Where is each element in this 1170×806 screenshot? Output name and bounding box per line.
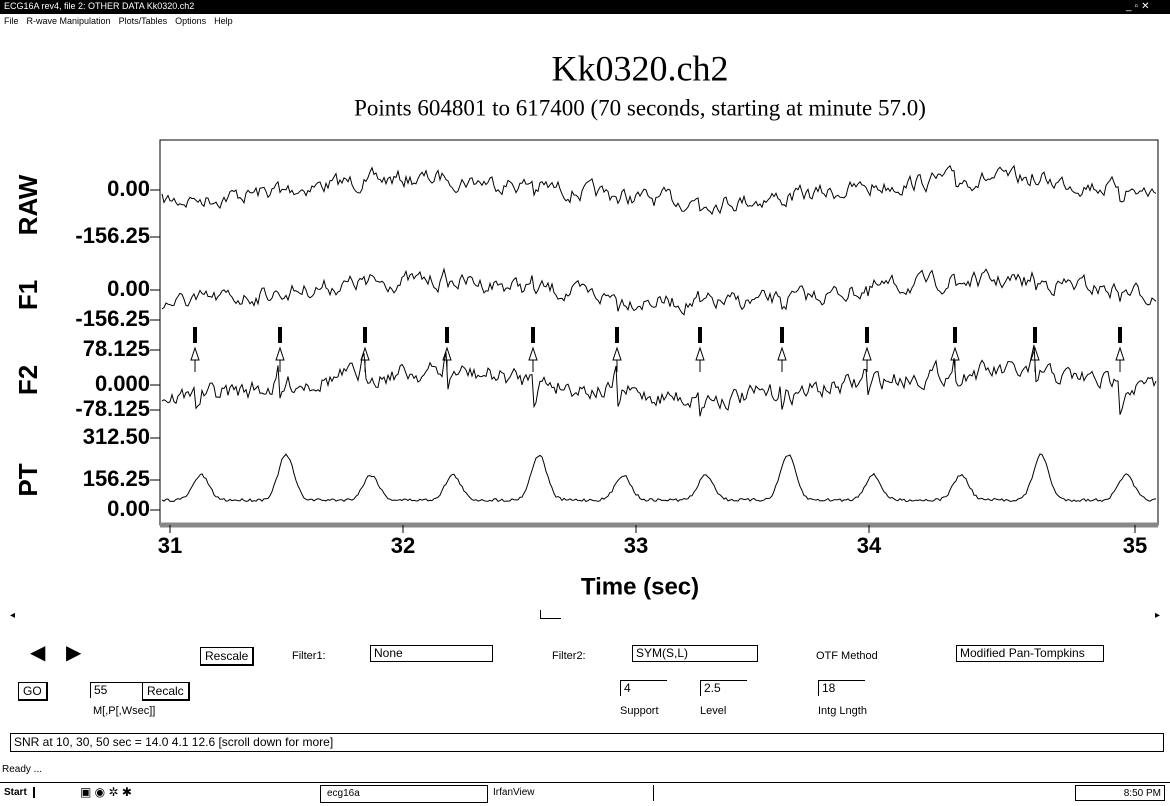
r-wave-arrow bbox=[190, 346, 200, 372]
filter1-select[interactable]: None bbox=[370, 645, 493, 662]
y-tick-label: 78.125 bbox=[83, 336, 150, 361]
r-wave-bar bbox=[531, 327, 535, 343]
window-title: ECG16A rev4, file 2: OTHER DATA Kk0320.c… bbox=[4, 1, 195, 11]
level-label: Level bbox=[700, 705, 727, 717]
r-wave-arrow bbox=[695, 346, 705, 372]
menu-bar: File R-wave Manipulation Plots/Tables Optio… bbox=[4, 16, 241, 26]
r-wave-arrow bbox=[862, 346, 872, 372]
m-label: M[,P[,Wsec]] bbox=[93, 705, 156, 717]
plot-frame bbox=[159, 139, 1159, 526]
pt-trace bbox=[161, 453, 1157, 503]
menu-item[interactable]: Plots/Tables bbox=[118, 16, 168, 26]
menu-item[interactable]: File bbox=[4, 16, 19, 26]
x-axis-label: Time (sec) bbox=[581, 573, 699, 600]
x-tick-label: 35 bbox=[1123, 533, 1147, 558]
y-tick-label: -78.125 bbox=[75, 396, 150, 421]
otf-select[interactable]: Modified Pan-Tompkins bbox=[956, 645, 1104, 662]
plot: Kk0320.ch2 Points 604801 to 617400 (70 s… bbox=[13, 48, 1159, 600]
menu-item[interactable]: Help bbox=[214, 16, 233, 26]
r-wave-bar bbox=[780, 327, 784, 343]
r-wave-arrow bbox=[528, 346, 538, 372]
y-tick-label: 0.000 bbox=[95, 371, 150, 396]
filter1-label: Filter1: bbox=[292, 650, 326, 662]
scroll-thumb[interactable] bbox=[540, 610, 561, 619]
quick-launch[interactable]: ▣ ◉ ✲ ✱ bbox=[80, 785, 132, 799]
plot-subtitle: Points 604801 to 617400 (70 seconds, sta… bbox=[354, 95, 926, 120]
x-tick-label: 33 bbox=[624, 533, 648, 558]
r-wave-arrow bbox=[950, 346, 960, 372]
support-input[interactable]: 4 bbox=[620, 680, 667, 696]
raw-trace bbox=[161, 164, 1157, 216]
r-wave-bar bbox=[698, 327, 702, 343]
status-text: Ready ... bbox=[2, 764, 43, 775]
scroll-left[interactable]: ◂ bbox=[10, 610, 16, 621]
y-tick-label: -156.25 bbox=[75, 223, 150, 248]
intg-label: Intg Lngth bbox=[818, 705, 867, 717]
clock: 8:50 PM bbox=[1075, 785, 1165, 801]
r-wave-bar bbox=[1118, 327, 1122, 343]
rescale-button[interactable]: Rescale bbox=[200, 647, 255, 666]
y-tick-label: 0.00 bbox=[107, 176, 150, 201]
y-tick-label: 312.50 bbox=[83, 424, 150, 449]
r-wave-arrow bbox=[442, 346, 452, 372]
f1-trace bbox=[161, 267, 1157, 316]
title-bar bbox=[0, 0, 1170, 14]
next-button[interactable]: ▶ bbox=[66, 642, 82, 664]
y-tick-label: 0.00 bbox=[107, 496, 150, 521]
y-tick-label: 0.00 bbox=[107, 276, 150, 301]
f2-trace bbox=[161, 344, 1157, 417]
r-wave-bar bbox=[193, 327, 197, 343]
snr-box: SNR at 10, 30, 50 sec = 14.0 4.1 12.6 [s… bbox=[10, 733, 1164, 752]
channel-name: F1 bbox=[13, 280, 43, 310]
m-input[interactable]: 55 bbox=[90, 682, 142, 698]
channel-name: PT bbox=[13, 463, 43, 496]
prev-button[interactable]: ◀ bbox=[30, 642, 46, 664]
task-irfanview[interactable]: IrfanView bbox=[487, 785, 654, 801]
task-ecg16a[interactable]: ecg16a bbox=[320, 785, 488, 803]
menu-item[interactable]: R-wave Manipulation bbox=[26, 16, 111, 26]
r-wave-bar bbox=[1033, 327, 1037, 343]
r-wave-arrow bbox=[777, 346, 787, 372]
filter2-select[interactable]: SYM(S,L) bbox=[632, 645, 758, 662]
menu-item[interactable]: Options bbox=[175, 16, 207, 26]
start-button[interactable]: Start bbox=[4, 787, 35, 798]
plot-title: Kk0320.ch2 bbox=[552, 48, 729, 88]
recalc-button[interactable]: Recalc bbox=[142, 682, 190, 701]
otf-label: OTF Method bbox=[816, 650, 878, 662]
window-buttons[interactable]: _▫✕ bbox=[1126, 1, 1153, 12]
x-tick-label: 31 bbox=[158, 533, 182, 558]
r-wave-arrow bbox=[275, 346, 285, 372]
y-tick-label: -156.25 bbox=[75, 306, 150, 331]
r-wave-bar bbox=[865, 327, 869, 343]
channel-name: RAW bbox=[13, 174, 43, 235]
r-wave-arrow bbox=[360, 346, 370, 372]
filter2-label: Filter2: bbox=[552, 650, 586, 662]
taskbar bbox=[0, 782, 1170, 806]
y-tick-label: 156.25 bbox=[83, 466, 150, 491]
go-button[interactable]: GO bbox=[18, 682, 48, 701]
r-wave-bar bbox=[363, 327, 367, 343]
r-wave-bar bbox=[445, 327, 449, 343]
channel-name: F2 bbox=[13, 365, 43, 395]
x-tick-label: 34 bbox=[857, 533, 882, 558]
r-wave-bar bbox=[953, 327, 957, 343]
r-wave-arrow bbox=[1115, 346, 1125, 372]
scroll-right[interactable]: ▸ bbox=[1155, 610, 1161, 621]
r-wave-arrow bbox=[1030, 346, 1040, 372]
r-wave-arrow bbox=[612, 346, 622, 372]
support-label: Support bbox=[620, 705, 659, 717]
r-wave-bar bbox=[278, 327, 282, 343]
level-input[interactable]: 2.5 bbox=[700, 680, 747, 696]
intg-input[interactable]: 18 bbox=[818, 680, 865, 696]
x-tick-label: 32 bbox=[391, 533, 415, 558]
r-wave-bar bbox=[615, 327, 619, 343]
